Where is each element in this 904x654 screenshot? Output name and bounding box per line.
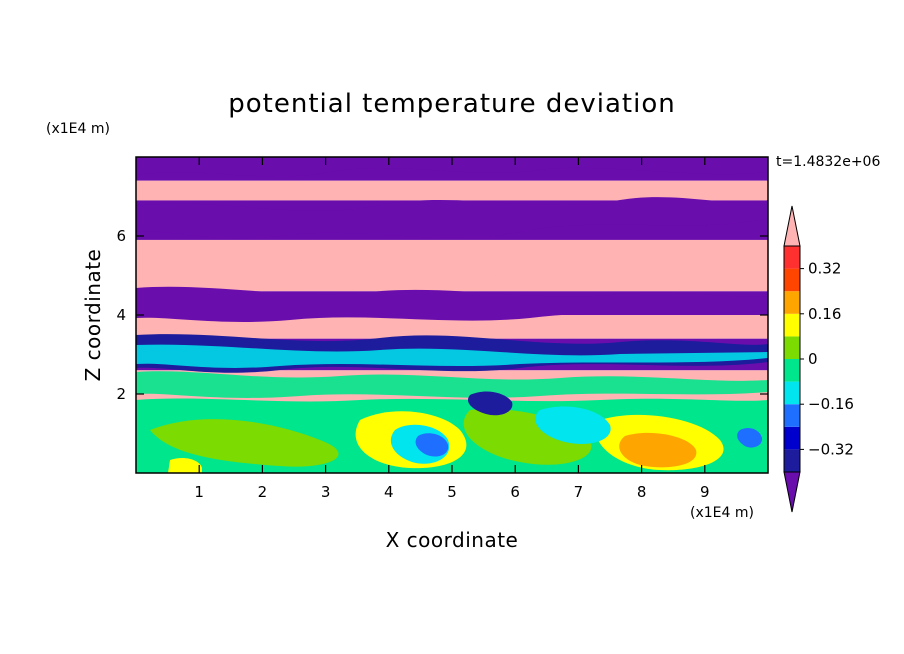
contour-feature [619, 432, 697, 468]
colorbar-segment [784, 313, 800, 337]
colorbar-segment [784, 246, 800, 269]
x-tick-label: 5 [447, 483, 457, 501]
y-tick-label: 4 [116, 306, 126, 324]
y-tick-label: 2 [116, 385, 126, 403]
contour-feature [737, 427, 763, 448]
x-tick-label: 6 [510, 483, 520, 501]
contour-feature [136, 246, 768, 279]
x-tick-label: 2 [258, 483, 268, 501]
colorbar-tick-label: 0.16 [808, 305, 841, 323]
y-tick-label: 6 [116, 227, 126, 245]
contour-plot-area [136, 157, 768, 473]
x-tick-label: 9 [700, 483, 710, 501]
x-axis: 1 2 3 4 5 6 7 8 9 [194, 157, 710, 501]
x-scale-label: (x1E4 m) [690, 505, 754, 521]
y-axis: 2 4 6 [116, 227, 768, 403]
chart-title: potential temperature deviation [228, 89, 675, 119]
colorbar-segment [784, 404, 800, 427]
colorbar-extend-low [783, 471, 801, 513]
x-tick-label: 8 [637, 483, 647, 501]
contour-feature [136, 286, 768, 322]
x-tick-label: 7 [574, 483, 584, 501]
time-label: t=1.4832e+06 [776, 154, 880, 170]
colorbar-segment [784, 268, 800, 292]
contour-features [136, 157, 768, 473]
x-tick-label: 1 [194, 483, 204, 501]
contour-feature [136, 157, 768, 177]
contour-band [136, 180, 768, 201]
contour-feature [415, 433, 449, 457]
colorbar-segment [784, 381, 800, 405]
colorbar-segment [784, 291, 800, 314]
x-tick-label: 4 [384, 483, 394, 501]
contour-feature [467, 391, 513, 416]
contour-feature [136, 371, 768, 398]
x-axis-title: X coordinate [386, 528, 519, 552]
contour-feature [136, 197, 768, 239]
colorbar-segment [784, 426, 800, 450]
colorbar-segment [784, 449, 800, 472]
colorbar: 0.32 0.16 0 −0.16 −0.32 [783, 205, 854, 513]
contour-band [136, 315, 768, 339]
contour-feature [136, 344, 768, 368]
y-scale-label: (x1E4 m) [46, 121, 110, 137]
x-tick-label: 3 [321, 483, 331, 501]
colorbar-tick-label: −0.16 [808, 395, 854, 413]
colorbar-tick-label: 0.32 [808, 260, 841, 278]
colorbar-tick-label: −0.32 [808, 440, 854, 458]
contour-feature [535, 406, 611, 445]
contour-feature [150, 419, 339, 467]
y-axis-title: Z coordinate [81, 249, 105, 382]
colorbar-segment [784, 336, 800, 359]
colorbar-tick-label: 0 [808, 350, 818, 368]
colorbar-segment [784, 359, 800, 382]
contour-feature [168, 457, 202, 473]
colorbar-extend-high [783, 205, 801, 247]
